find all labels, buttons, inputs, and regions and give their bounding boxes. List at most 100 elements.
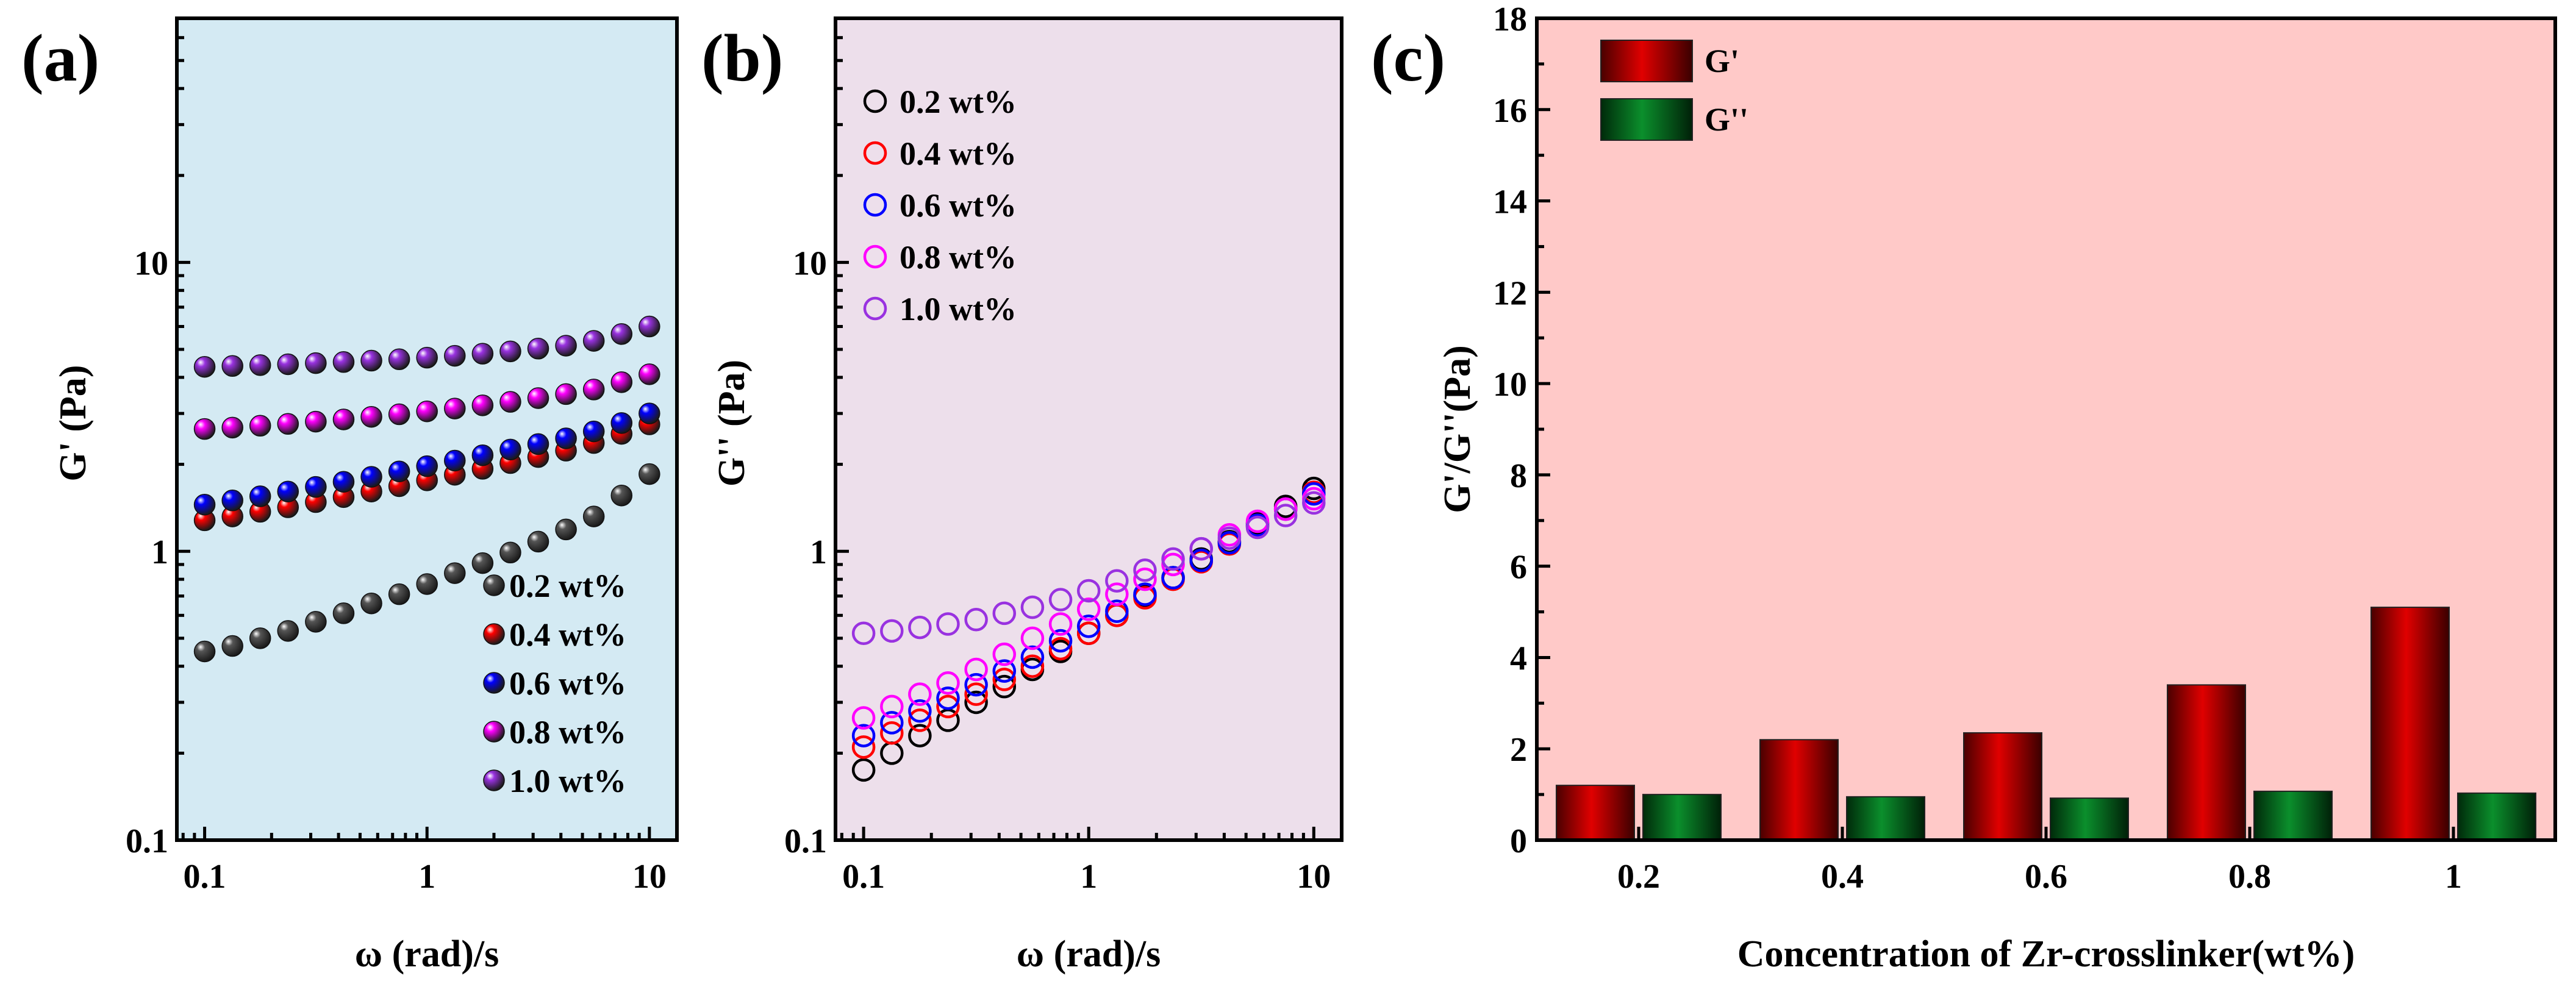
- bar-g-double-prime: [1642, 794, 1722, 841]
- data-point: [851, 724, 876, 747]
- x-tick-label: 10: [1297, 858, 1331, 896]
- data-point: [527, 530, 549, 553]
- x-tick-label: 1: [418, 858, 435, 896]
- data-point: [639, 402, 660, 424]
- data-point: [388, 583, 410, 605]
- data-point: [416, 346, 438, 369]
- data-point: [964, 608, 988, 632]
- data-point: [851, 758, 876, 782]
- data-point: [639, 463, 660, 485]
- data-point: [582, 330, 605, 352]
- y-tick-label: 14: [1493, 184, 1527, 221]
- data-point: [964, 690, 988, 715]
- data-point: [221, 355, 243, 377]
- data-point: [936, 671, 960, 695]
- legend-label: 0.2 wt%: [900, 84, 1017, 120]
- data-point: [388, 348, 410, 371]
- data-point: [1245, 509, 1270, 533]
- legend-marker: [483, 769, 505, 791]
- data-point: [193, 493, 216, 516]
- data-point: [471, 552, 494, 574]
- data-point: [992, 642, 1017, 666]
- data-point: [936, 686, 960, 710]
- data-point: [1076, 621, 1101, 646]
- legend-marker: [863, 89, 887, 113]
- data-point: [249, 354, 271, 376]
- data-point: [332, 408, 355, 430]
- legend-label: 0.2 wt%: [509, 568, 626, 604]
- bar-g-prime: [1963, 732, 2042, 841]
- data-point: [332, 602, 355, 624]
- panel-b: 0.1 1 10 0.1 1 10 ω (rad)/s G'' (Pa) 0.2 wt% 0.4 …: [701, 16, 1343, 975]
- data-point: [610, 371, 633, 393]
- legend-label: 0.4 wt%: [509, 616, 626, 653]
- data-point: [1020, 595, 1045, 619]
- y-tick-label: 12: [1493, 274, 1527, 312]
- series-10wt: [851, 491, 1326, 646]
- bar-g-double-prime: [2457, 792, 2536, 841]
- data-point: [936, 612, 960, 636]
- data-point: [992, 601, 1017, 626]
- data-point: [1105, 599, 1129, 623]
- data-point: [249, 415, 271, 437]
- data-point: [1105, 582, 1129, 606]
- data-point: [249, 485, 271, 507]
- legend-label: 0.6 wt%: [900, 187, 1017, 224]
- data-point: [908, 699, 932, 723]
- legend-label: G': [1705, 43, 1739, 79]
- data-point: [388, 460, 410, 482]
- data-point: [1161, 566, 1185, 590]
- data-point: [610, 323, 633, 345]
- y-axis-label: G'' (Pa): [711, 360, 753, 487]
- data-point: [1161, 547, 1185, 571]
- panel-label: (c): [1371, 21, 1445, 95]
- bar-g-prime: [1556, 785, 1635, 841]
- plot-frame: [1535, 16, 2557, 842]
- legend-label: G'': [1705, 101, 1748, 138]
- data-point: [1273, 497, 1298, 521]
- data-point: [471, 394, 494, 416]
- data-point: [1048, 637, 1073, 661]
- y-axis-label: G'/G''(Pa): [1437, 345, 1478, 513]
- series-08wt: [193, 363, 660, 440]
- data-point: [610, 484, 633, 507]
- series-06wt: [193, 402, 660, 516]
- data-point: [332, 351, 355, 373]
- data-point: [992, 659, 1017, 683]
- bar-g-prime: [1759, 739, 1839, 841]
- data-point: [305, 410, 327, 433]
- data-point: [639, 315, 660, 338]
- data-point: [221, 490, 243, 512]
- panel-label: (b): [701, 21, 783, 95]
- data-point: [1189, 548, 1213, 572]
- data-point: [1105, 569, 1129, 593]
- y-tick-label: 10: [793, 244, 827, 282]
- y-tick-label: 8: [1510, 457, 1527, 495]
- data-point: [499, 541, 521, 564]
- legend: 0.2 wt% 0.4 wt% 0.6 wt% 0.8 wt% 1.0 wt%: [483, 568, 626, 799]
- data-point: [277, 353, 299, 376]
- data-point: [305, 611, 327, 633]
- data-point: [851, 621, 876, 646]
- data-point: [908, 615, 932, 640]
- data-point: [499, 391, 521, 413]
- legend-label: 1.0 wt%: [509, 763, 626, 799]
- data-point: [880, 711, 904, 735]
- y-tick-label: 2: [1510, 731, 1527, 769]
- data-point: [1133, 567, 1157, 591]
- data-point: [499, 340, 521, 363]
- data-point: [1217, 526, 1242, 550]
- bar-g-double-prime: [2253, 790, 2333, 841]
- data-point: [499, 438, 521, 461]
- y-tick-label: 18: [1493, 1, 1527, 38]
- data-point: [908, 682, 932, 706]
- data-point: [471, 343, 494, 365]
- y-tick-label: 1: [810, 533, 827, 571]
- panel-a: 0.1 1 10 0.1 1 10 ω (rad)/s G' (Pa) 0.2 wt% 0.4 w…: [21, 16, 679, 975]
- data-point: [992, 668, 1017, 691]
- data-point: [1020, 654, 1045, 678]
- data-point: [1048, 588, 1073, 612]
- data-point: [610, 412, 633, 434]
- x-tick-label: 0.4: [1821, 858, 1864, 896]
